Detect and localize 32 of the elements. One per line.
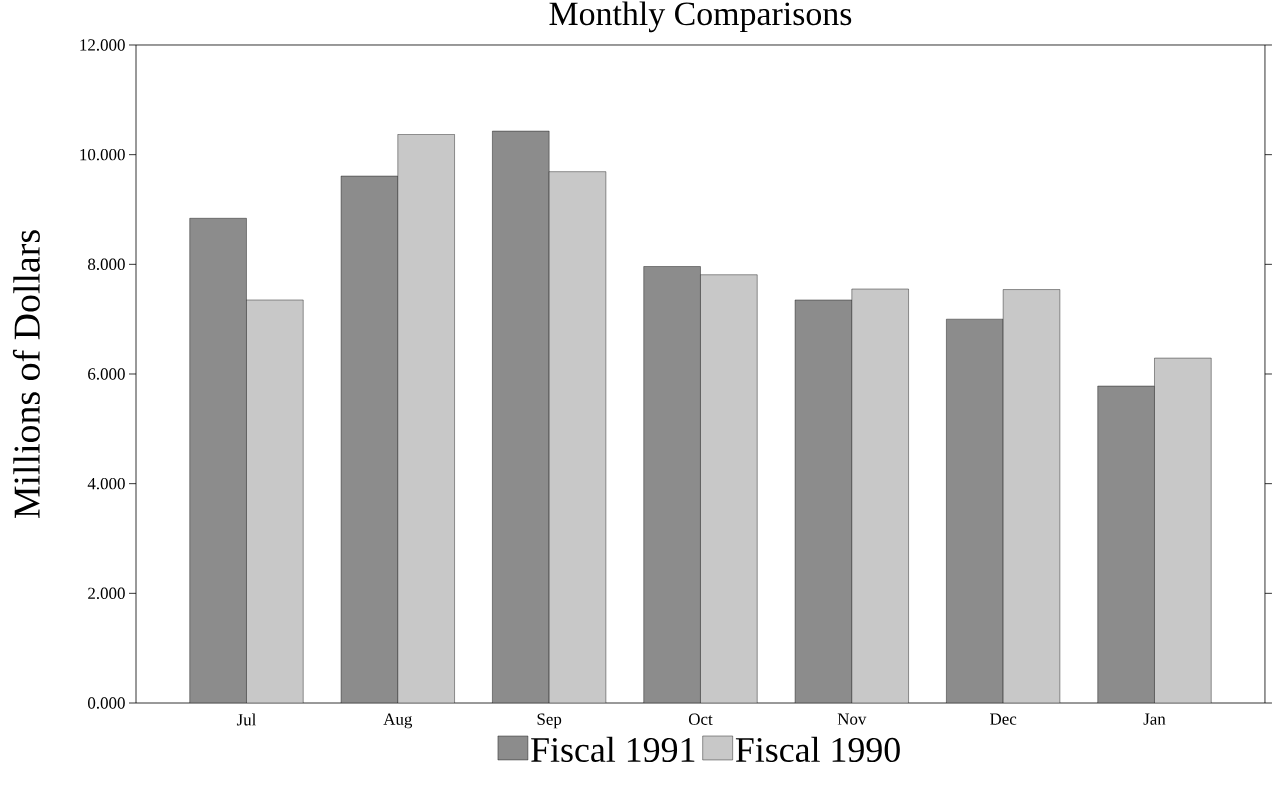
x-tick-label: Oct [688,713,713,725]
x-tick-label: Aug [383,713,413,729]
y-tick-label: 2.000 [88,587,125,600]
y-tick-label: 8.000 [88,258,125,271]
bar [1003,289,1060,703]
bar [851,289,909,703]
bar [700,274,758,703]
legend-label: Fiscal 1991 [531,736,695,763]
y-tick-label: 12.000 [80,39,125,51]
bar [341,176,398,703]
x-tick-label: Dec [990,713,1017,725]
bar [1097,385,1155,703]
bar [946,319,1004,703]
bar [246,299,304,703]
bar [549,171,606,703]
bar [189,218,247,703]
y-axis-title: Millions of Dollars [12,230,40,519]
y-tick-label: 0.000 [88,697,125,709]
legend-label: Fiscal 1990 [735,736,900,763]
x-tick-label: Jan [1143,713,1166,725]
bar [643,266,701,703]
bar [795,299,852,703]
bar [397,134,455,703]
x-tick-label: Nov [837,713,867,725]
y-tick-label: 4.000 [87,477,125,490]
x-tick-label: Sep [537,713,562,729]
bar [492,131,550,703]
x-tick-label: Jul [236,713,257,726]
chart-title: Monthly Comparisons [549,1,852,33]
y-tick-label: 6.000 [88,368,125,380]
y-tick-label: 10.000 [80,148,125,161]
bar [1154,357,1212,703]
